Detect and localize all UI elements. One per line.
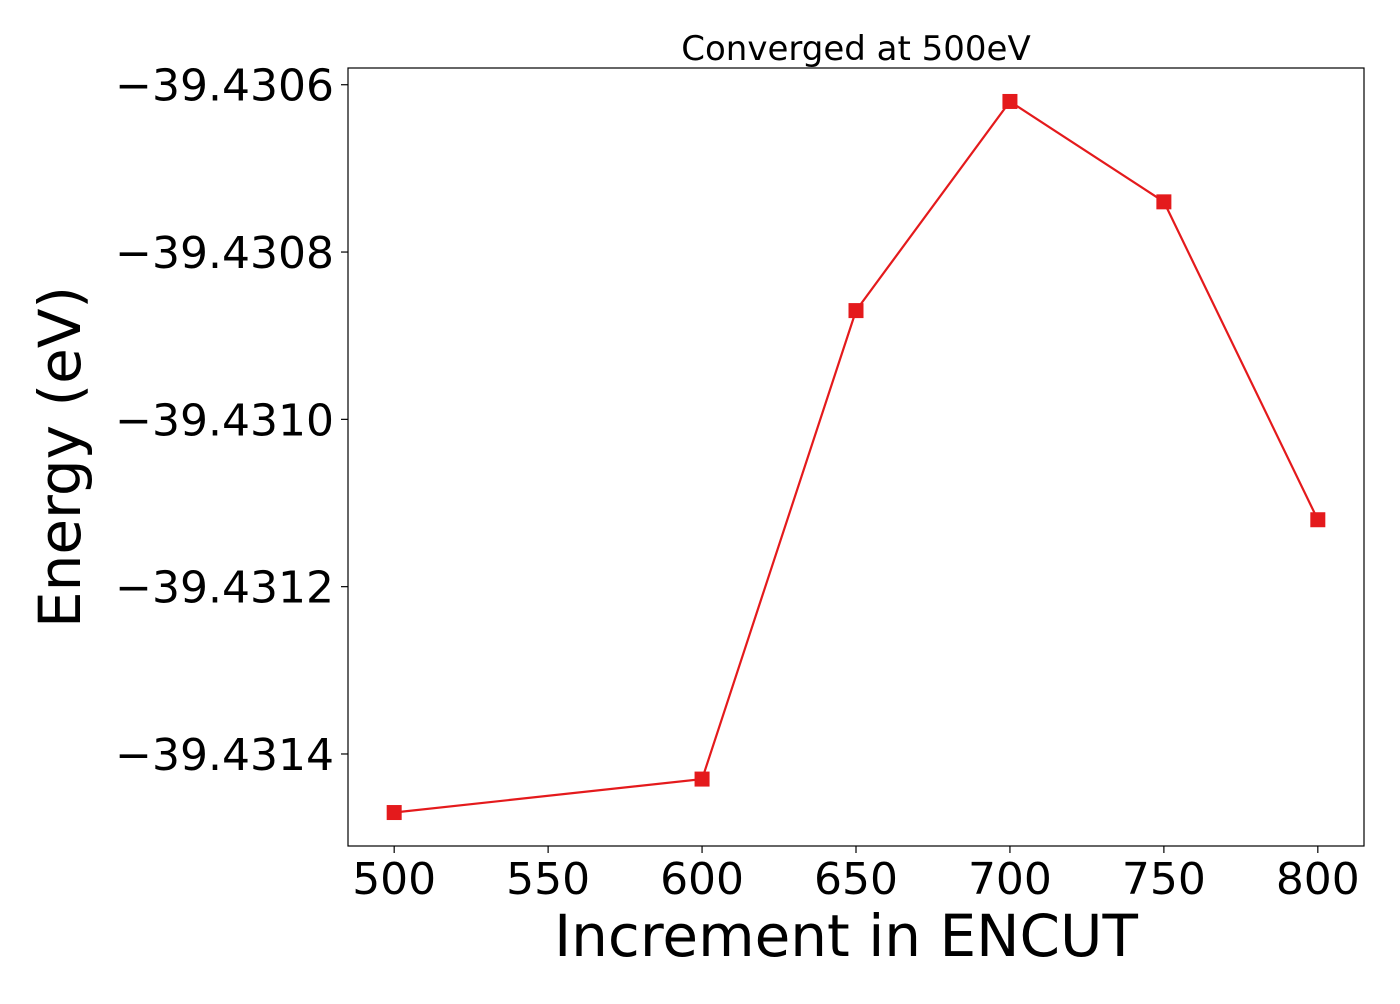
series-line xyxy=(394,100,1319,814)
x-tick-label: 600 xyxy=(660,854,744,905)
data-point-marker xyxy=(848,303,864,319)
data-point-marker xyxy=(694,771,710,787)
x-tick-label: 500 xyxy=(352,854,436,905)
y-tick-label: −39.4306 xyxy=(115,61,334,112)
y-tick-label: −39.4312 xyxy=(115,563,334,614)
y-tick-label: −39.4308 xyxy=(115,228,334,279)
x-axis-label: Increment in ENCUT xyxy=(554,902,1138,970)
x-axis-ticks: 500 550 600 650 700 750 800 xyxy=(352,846,1360,905)
data-point-marker xyxy=(1002,93,1018,109)
x-tick-label: 550 xyxy=(506,854,590,905)
y-tick-label: −39.4310 xyxy=(115,395,334,446)
y-tick-label: −39.4314 xyxy=(115,730,334,781)
x-tick-label: 750 xyxy=(1122,854,1206,905)
x-tick-label: 800 xyxy=(1276,854,1360,905)
y-axis-ticks: −39.4306 −39.4308 −39.4310 −39.4312 −39.4314 xyxy=(115,61,348,781)
chart-title: Converged at 500eV xyxy=(681,29,1030,69)
x-tick-label: 650 xyxy=(814,854,898,905)
y-axis-label: Energy (eV) xyxy=(26,286,94,628)
data-point-marker xyxy=(1156,194,1172,210)
x-tick-label: 700 xyxy=(968,854,1052,905)
series-layer xyxy=(386,93,1326,821)
data-point-marker xyxy=(386,805,402,821)
data-point-marker xyxy=(1310,512,1326,528)
